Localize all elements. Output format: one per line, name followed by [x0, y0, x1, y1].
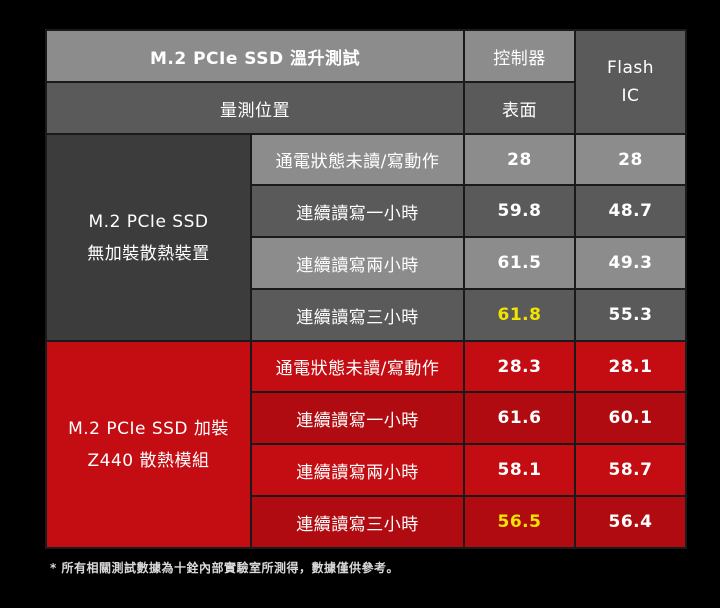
flash-value: 60.1 [574, 391, 687, 445]
table-row: 連續讀寫三小時 61.8 55.3 [46, 288, 687, 342]
position-label: 量測位置 [45, 81, 465, 135]
group-label-line2: Z440 散熱模組 [87, 450, 210, 471]
table-row: 連續讀寫兩小時 61.5 49.3 [46, 236, 687, 290]
flash-value: 56.4 [574, 495, 687, 549]
row-label: 連續讀寫三小時 [250, 288, 465, 342]
flash-value: 28 [574, 133, 687, 186]
group-label-no-heatsink: M.2 PCIe SSD 無加裝散熱裝置 [45, 133, 252, 342]
group-label-line1: M.2 PCIe SSD 加裝 [68, 418, 229, 439]
flash-header-line2: IC [621, 86, 640, 106]
table-row: 連續讀寫一小時 61.6 60.1 [46, 391, 687, 445]
header-row-1: M.2 PCIe SSD 溫升測試 控制器 Flash IC [45, 29, 687, 135]
flash-value: 48.7 [574, 184, 687, 238]
table-title: M.2 PCIe SSD 溫升測試 [45, 29, 465, 83]
table-row: M.2 PCIe SSD 無加裝散熱裝置 通電狀態未讀/寫動作 28 28 [45, 133, 687, 342]
row-label: 連續讀寫兩小時 [250, 443, 465, 497]
flash-header-line1: Flash [606, 58, 655, 78]
row-label: 通電狀態未讀/寫動作 [250, 133, 465, 186]
table-row: 連續讀寫三小時 56.5 56.4 [46, 495, 687, 549]
controller-value-highlight: 61.8 [463, 288, 576, 342]
temperature-table: M.2 PCIe SSD 溫升測試 控制器 Flash IC 量測位置 表面 M… [45, 29, 687, 549]
controller-value: 28.3 [463, 340, 576, 393]
table-row: 連續讀寫一小時 59.8 48.7 [46, 184, 687, 238]
row-label: 連續讀寫一小時 [250, 184, 465, 238]
flash-value: 28.1 [574, 340, 687, 393]
controller-value: 61.6 [463, 391, 576, 445]
group-label-line2: 無加裝散熱裝置 [87, 243, 210, 264]
controller-value: 28 [463, 133, 576, 186]
flash-value: 55.3 [574, 288, 687, 342]
flash-ic-header: Flash IC [574, 29, 687, 135]
group-label-z440-heatsink: M.2 PCIe SSD 加裝 Z440 散熱模組 [45, 340, 252, 549]
controller-value-highlight: 56.5 [463, 495, 576, 549]
controller-value: 59.8 [463, 184, 576, 238]
row-label: 連續讀寫兩小時 [250, 236, 465, 290]
flash-value: 49.3 [574, 236, 687, 290]
footnote: * 所有相關測試數據為十銓內部實驗室所測得，數據僅供參考。 [50, 561, 399, 575]
row-label: 連續讀寫一小時 [250, 391, 465, 445]
controller-header: 控制器 [463, 29, 576, 83]
controller-value: 58.1 [463, 443, 576, 497]
row-label: 連續讀寫三小時 [250, 495, 465, 549]
flash-value: 58.7 [574, 443, 687, 497]
group-label-line1: M.2 PCIe SSD [88, 211, 209, 232]
header-row-2: 量測位置 表面 [45, 81, 686, 135]
table-row: M.2 PCIe SSD 加裝 Z440 散熱模組 通電狀態未讀/寫動作 28.… [45, 340, 687, 549]
table-row: 連續讀寫兩小時 58.1 58.7 [46, 443, 687, 497]
controller-sub-header: 表面 [463, 81, 576, 135]
controller-value: 61.5 [463, 236, 576, 290]
row-label: 通電狀態未讀/寫動作 [250, 340, 465, 393]
